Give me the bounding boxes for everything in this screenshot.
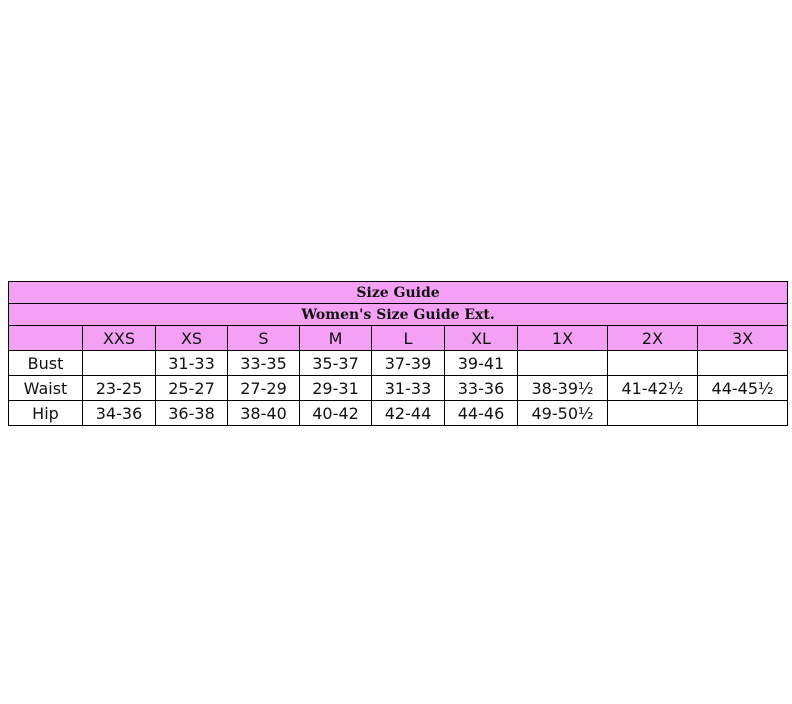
table-cell [696,400,789,426]
table-cell: 42-44 [371,400,445,426]
column-header: XXS [82,325,156,351]
table-cell: 31-33 [371,375,445,401]
table-cell: 34-36 [82,400,156,426]
column-header: XL [444,325,518,351]
table-cell: 31-33 [155,350,228,376]
row-label: Hip [8,400,83,426]
table-cell: 27-29 [227,375,300,401]
table-cell: 29-31 [299,375,372,401]
size-guide-table: Size Guide Women's Size Guide Ext. XXS XS… [7,281,789,426]
row-label: Bust [8,350,83,376]
column-header: XS [155,325,228,351]
column-header: M [299,325,372,351]
table-cell: 33-36 [444,375,518,401]
table-row: Bust 31-33 33-35 35-37 37-39 39-41 [8,350,789,376]
table-subtitle: Women's Size Guide Ext. [7,303,789,326]
table-cell [607,400,698,426]
table-cell: 36-38 [155,400,228,426]
table-row: Hip 34-36 36-38 38-40 40-42 42-44 44-46 49-50½ [8,400,789,426]
table-cell: 38-39½ [517,375,608,401]
table-title: Size Guide [7,281,789,304]
table-cell: 35-37 [299,350,372,376]
table-cell [82,350,156,376]
table-cell: 33-35 [227,350,300,376]
table-cell: 37-39 [371,350,445,376]
column-header: S [227,325,300,351]
table-cell: 41-42½ [607,375,698,401]
table-cell [607,350,698,376]
column-header: 1X [517,325,608,351]
table-cell: 25-27 [155,375,228,401]
table-cell: 38-40 [227,400,300,426]
table-cell: 44-45½ [696,375,789,401]
column-header: 2X [607,325,698,351]
table-cell: 44-46 [444,400,518,426]
column-header [8,325,83,351]
table-cell: 39-41 [444,350,518,376]
header-row: XXS XS S M L XL 1X 2X 3X [8,325,789,351]
row-label: Waist [8,375,83,401]
table-cell: 23-25 [82,375,156,401]
table-cell: 40-42 [299,400,372,426]
table-cell: 49-50½ [517,400,608,426]
column-header: 3X [696,325,789,351]
column-header: L [371,325,445,351]
table-cell [517,350,608,376]
table-row: Waist 23-25 25-27 27-29 29-31 31-33 33-36 38-39… [8,375,789,401]
table-cell [696,350,789,376]
